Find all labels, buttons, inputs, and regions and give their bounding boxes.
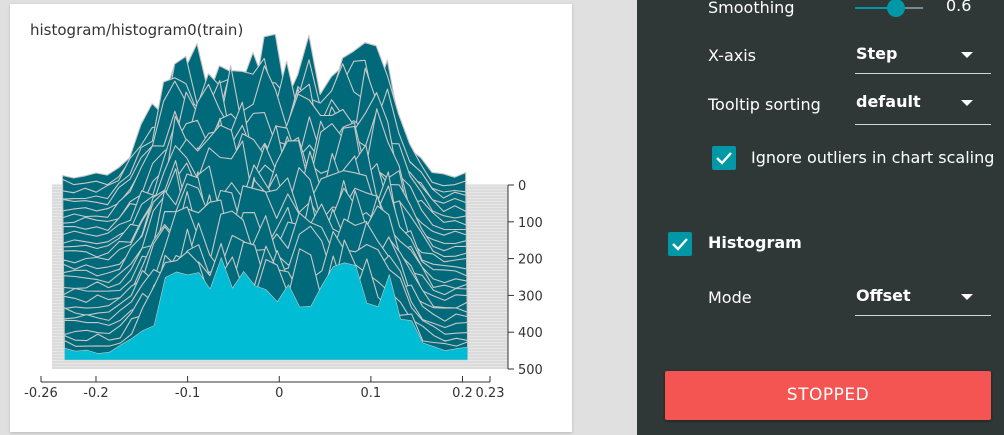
smoothing-slider[interactable] [637,0,1004,18]
smoothing-label: Smoothing [708,0,795,17]
tooltip-sorting-label: Tooltip sorting [708,95,821,114]
step-tick-label: 200 [518,253,543,268]
ignore-outliers-label: Ignore outliers in chart scaling [751,148,995,167]
histogram-checkbox[interactable] [668,232,692,256]
chevron-down-icon [961,294,973,300]
step-tick-label: 300 [518,289,543,304]
step-tick-label: 500 [518,363,543,378]
mode-value: Offset [856,286,911,305]
x-tick-label: 0.1 [361,386,382,401]
x-axis-label: X-axis [708,46,756,65]
chart-title: histogram/histogram0(train) [30,21,244,39]
slider-fill [855,7,896,9]
stopped-button[interactable]: STOPPED [665,371,991,420]
histogram-section-label: Histogram [708,233,802,252]
step-tick-label: 400 [518,326,543,341]
settings-panel: Smoothing 0.6 X-axis Step Tooltip sortin… [637,0,1004,435]
x-tick-label: 0.23 [476,386,505,401]
x-axis-value: Step [856,44,898,63]
chevron-down-icon [961,100,973,106]
ignore-outliers-checkbox[interactable] [712,146,736,170]
x-tick-label: 0.2 [452,386,473,401]
x-tick-label: -0.26 [24,386,58,401]
smoothing-value[interactable]: 0.6 [946,0,972,15]
x-tick-label: -0.2 [83,386,108,401]
x-axis-select[interactable]: Step [855,40,991,74]
step-tick-label: 0 [518,179,526,194]
histogram-card: histogram/histogram0(train) 0 100 200 300 40… [10,4,572,432]
mode-label: Mode [708,288,752,307]
step-tick-label: 100 [518,216,543,231]
x-tick-label: -0.1 [175,386,200,401]
checkmark-icon [672,238,688,251]
offset-histogram-chart[interactable]: 0 100 200 300 400 500 -0.26 -0.2 -0.1 0 0.1 0.2 0.23 [10,4,572,432]
chevron-down-icon [961,52,973,58]
histogram-front-slice [64,257,468,361]
tooltip-sorting-value: default [856,92,921,111]
x-tick-label: 0 [275,386,283,401]
mode-select[interactable]: Offset [855,282,991,316]
tooltip-sorting-select[interactable]: default [855,88,991,125]
checkmark-icon [716,152,732,165]
slider-knob[interactable] [886,0,905,17]
